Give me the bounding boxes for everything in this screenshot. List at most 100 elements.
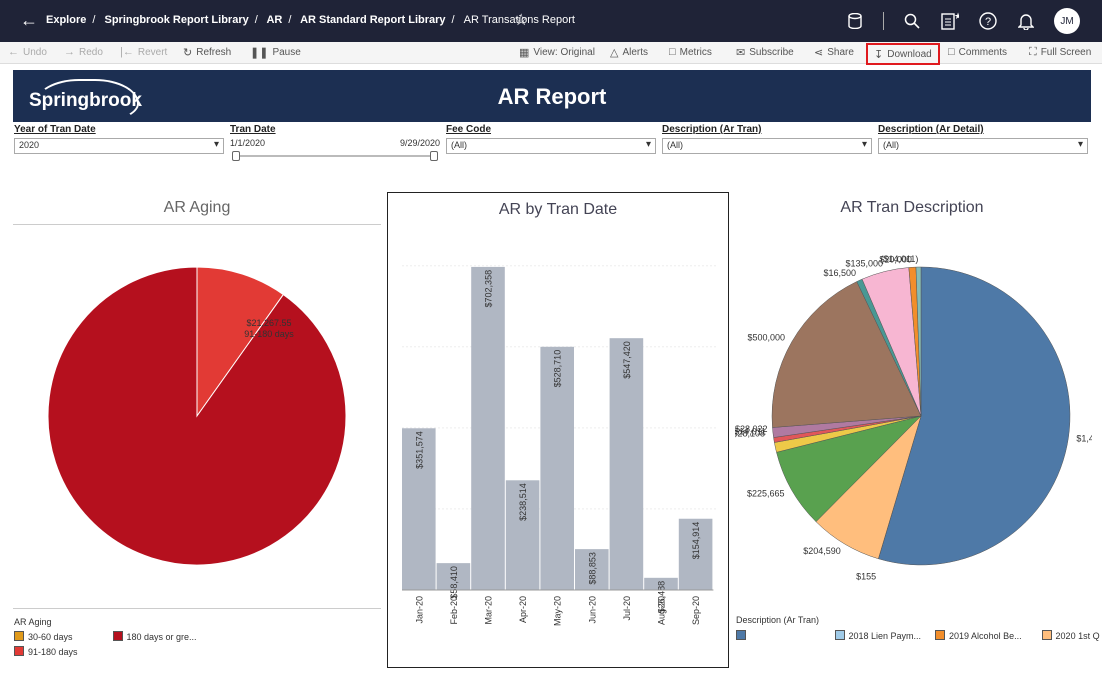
slice-value-label: $204,590	[803, 546, 841, 556]
notifications-bell-icon[interactable]	[1016, 11, 1036, 31]
slice-value-label: $155	[856, 571, 876, 581]
bar[interactable]	[505, 480, 540, 590]
bar[interactable]	[678, 518, 713, 590]
legend-item-2020-1st-q[interactable]: 2020 1st Q	[1041, 630, 1100, 641]
legend-item-91-180[interactable]: 91-180 days	[14, 646, 374, 657]
desc-slice[interactable]	[878, 266, 1071, 566]
help-icon[interactable]: ?	[978, 11, 998, 31]
pause-button[interactable]: ❚❚ Pause	[250, 46, 301, 59]
desc-slice[interactable]	[915, 266, 922, 417]
filter-fee-code-label: Fee Code	[446, 124, 492, 135]
full-screen-button[interactable]: ⛶ Full Screen	[1029, 46, 1091, 59]
refresh-label: Refresh	[196, 47, 232, 58]
fullscreen-label: Full Screen	[1040, 47, 1092, 58]
data-source-icon[interactable]	[845, 11, 865, 31]
bar[interactable]	[436, 563, 471, 590]
aging-slice[interactable]	[196, 266, 285, 418]
legend-item-30-60[interactable]: 30-60 days	[14, 631, 110, 642]
slice-value-label: $16,500	[824, 268, 857, 278]
legend-item-blank[interactable]	[736, 630, 832, 641]
share-button[interactable]: ⋖ Share	[814, 46, 854, 59]
aging-divider	[13, 608, 381, 609]
legend-swatch	[14, 631, 24, 641]
view-label: View: Original	[533, 47, 595, 58]
legend-item-2018-lien[interactable]: 2018 Lien Paym...	[834, 630, 933, 641]
logo-arc	[35, 79, 139, 123]
download-icon: ↧	[874, 48, 884, 61]
search-icon[interactable]	[902, 11, 922, 31]
revert-button[interactable]: |← Revert	[120, 46, 167, 58]
slice-value-label: $14,011	[735, 426, 766, 436]
filter-year: Year of Tran Date 2020	[14, 124, 224, 154]
metrics-button[interactable]: □ Metrics	[669, 46, 712, 58]
desc-slice[interactable]	[771, 281, 922, 428]
user-avatar[interactable]: JM	[1054, 8, 1080, 34]
bar-value-label: $702,358	[484, 270, 494, 308]
legend-label: 91-180 days	[28, 647, 78, 657]
bar[interactable]	[609, 338, 644, 590]
bar-value-label: $88,853	[587, 552, 597, 585]
tran-date-start: 1/1/2020	[230, 138, 266, 148]
aging-slice[interactable]	[47, 266, 347, 566]
fee-code-select[interactable]: (All)	[446, 138, 656, 154]
bar-value-label: $528,710	[553, 350, 563, 388]
legend-item-2019-alcohol[interactable]: 2019 Alcohol Be...	[935, 630, 1039, 641]
top-nav: ← Explore / Springbrook Report Library / A…	[0, 0, 1102, 42]
view-original-button[interactable]: ▦ View: Original	[519, 46, 595, 59]
legend-label: 180 days or gre...	[126, 632, 197, 642]
bar[interactable]	[644, 577, 678, 590]
breadcrumb-explore[interactable]: Explore	[46, 14, 87, 26]
slider-end-handle[interactable]	[430, 151, 438, 161]
legend-swatch	[112, 631, 123, 641]
breadcrumb-library[interactable]: Springbrook Report Library	[104, 14, 249, 26]
download-button[interactable]: ↧ Download	[866, 43, 940, 65]
slice-value-label: $28,022	[735, 424, 768, 434]
slice-value-label: $225,665	[747, 489, 785, 499]
breadcrumb-ar[interactable]: AR	[266, 14, 283, 26]
desc-detail-select[interactable]: (All)	[878, 138, 1088, 154]
breadcrumb-ar-standard[interactable]: AR Standard Report Library	[300, 14, 446, 26]
subscribe-button[interactable]: ✉ Subscribe	[736, 46, 794, 59]
springbrook-logo: Springbrook	[23, 75, 142, 123]
favorite-star-icon[interactable]: ☆	[514, 12, 529, 29]
ar-by-tran-date-panel: AR by Tran Date $351,574 Jan-20 $58,410 Feb…	[387, 192, 729, 668]
redo-icon: →	[64, 46, 75, 58]
comments-button[interactable]: □ Comments	[948, 46, 1007, 58]
bar[interactable]	[540, 346, 574, 590]
ar-tran-desc-pie[interactable]: $1,427,145 $155 $204,590 $225,665 $28,022$14…	[735, 236, 1092, 596]
x-tick-label: Aug-20	[657, 596, 667, 625]
x-tick-label: Sep-20	[691, 596, 701, 625]
new-content-icon[interactable]: ★	[940, 11, 960, 31]
bar[interactable]	[402, 428, 436, 590]
redo-button[interactable]: → Redo	[64, 46, 103, 58]
subscribe-label: Subscribe	[749, 47, 794, 58]
desc-tran-select[interactable]: (All)	[662, 138, 872, 154]
svg-text:?: ?	[985, 16, 991, 28]
legend-label: 30-60 days	[28, 632, 73, 642]
alerts-label: Alerts	[622, 47, 649, 58]
ar-tran-desc-legend: Description (Ar Tran) 2018 Lien Paym... …	[736, 615, 1100, 641]
mail-icon: ✉	[736, 47, 746, 59]
bar-value-label: $238,514	[518, 483, 528, 521]
bar[interactable]	[471, 266, 505, 590]
legend-swatch	[834, 630, 845, 640]
metrics-label: Metrics	[679, 46, 712, 58]
breadcrumb: Explore / Springbrook Report Library / AR /…	[46, 14, 575, 26]
undo-button[interactable]: ← Undo	[8, 46, 47, 58]
refresh-button[interactable]: ↻ Refresh	[183, 46, 231, 59]
bar[interactable]	[575, 549, 609, 590]
view-icon: ▦	[519, 47, 530, 59]
share-icon: ⋖	[814, 47, 824, 59]
alerts-button[interactable]: △ Alerts	[610, 46, 648, 59]
slice-value-label: ($14,011)	[880, 254, 918, 264]
tran-date-slider[interactable]	[230, 151, 440, 161]
year-select[interactable]: 2020	[14, 138, 224, 154]
breadcrumb-current: AR Transations Report	[463, 14, 575, 26]
legend-item-180-plus[interactable]: 180 days or gre...	[112, 631, 197, 642]
refresh-icon: ↻	[183, 47, 193, 59]
slider-start-handle[interactable]	[232, 151, 240, 161]
back-arrow-icon[interactable]: ←	[20, 10, 38, 30]
alert-bell-icon: △	[610, 47, 619, 59]
